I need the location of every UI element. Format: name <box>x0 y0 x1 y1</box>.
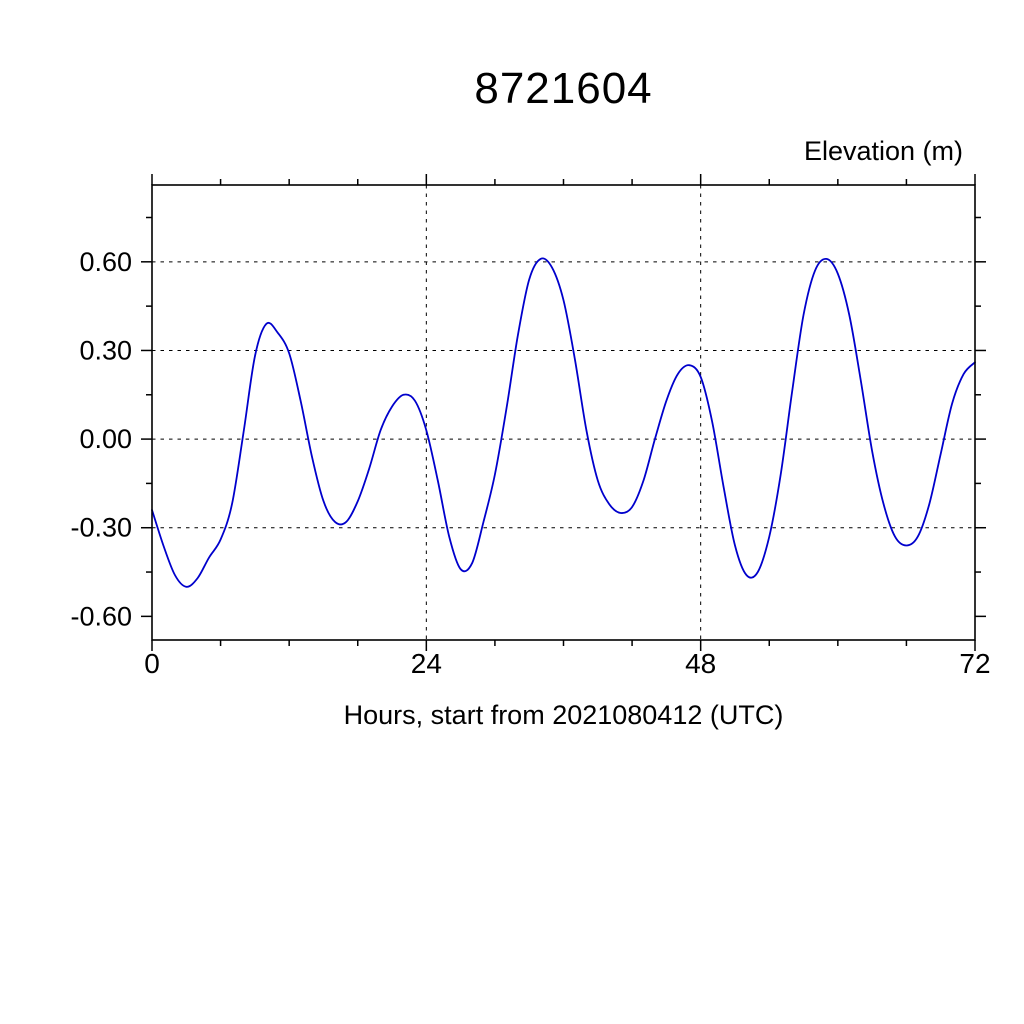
x-tick-label: 0 <box>144 648 160 679</box>
y-tick-label: -0.60 <box>70 601 132 631</box>
x-tick-label: 72 <box>959 648 990 679</box>
plot-frame <box>151 184 976 641</box>
chart-title: 8721604 <box>474 64 653 113</box>
y-axis-label: Elevation (m) <box>803 136 963 166</box>
y-tick-label: 0.60 <box>79 247 132 277</box>
x-tick-label: 48 <box>685 648 716 679</box>
y-tick-label: 0.00 <box>79 424 132 454</box>
elevation-line <box>151 257 976 588</box>
x-tick-label: 24 <box>411 648 442 679</box>
y-tick-label: -0.30 <box>70 513 132 543</box>
y-tick-label: 0.30 <box>79 335 132 365</box>
x-axis-label: Hours, start from 2021080412 (UTC) <box>343 700 784 730</box>
